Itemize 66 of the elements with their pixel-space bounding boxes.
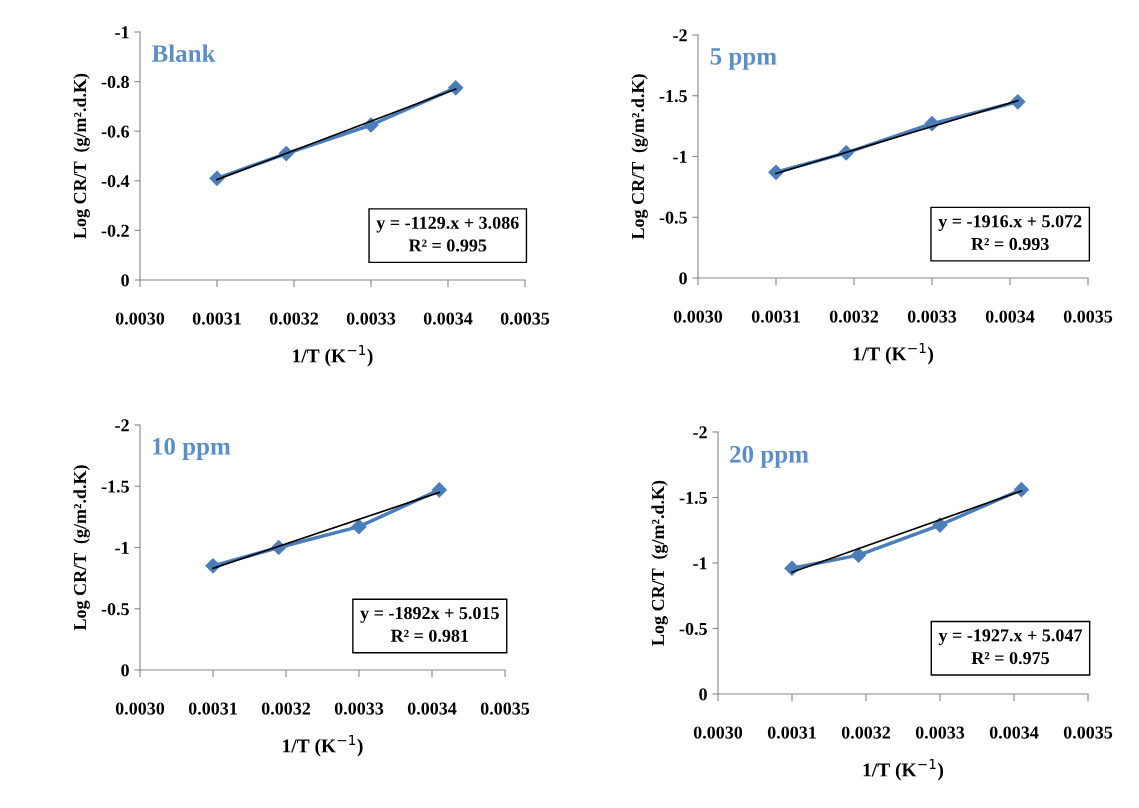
annotation: 5 ppm <box>710 48 777 70</box>
x-tick-label: 0.0032 <box>841 726 891 739</box>
y-tick-label: -1 <box>673 150 687 163</box>
y-tick-label: -0.2 <box>101 224 129 237</box>
point <box>448 80 464 96</box>
y-tick-label: -1 <box>693 557 707 570</box>
y-tick-label: -0.5 <box>101 603 129 616</box>
y-tick-label: -0.6 <box>101 125 130 138</box>
annotation: y = -1892x + 5.015 R² = 0.981 <box>360 606 499 642</box>
x-tick-label: 0.0032 <box>829 310 879 323</box>
annotation: 20 ppm <box>730 445 809 468</box>
y-tick-label: -1.5 <box>101 480 129 493</box>
annotation: Blank <box>151 44 216 62</box>
y-axis-title: Log CR/T (g/m².d.K) <box>631 74 648 240</box>
x-tick-label: 0.0030 <box>115 312 165 325</box>
x-tick-label: 0.0035 <box>480 702 530 715</box>
y-tick-label: 0 <box>679 272 687 285</box>
x-axis-title: 1/T (K$^{−1}$) <box>293 344 373 367</box>
x-tick-label: 0.0030 <box>673 310 723 323</box>
point <box>431 482 447 498</box>
point <box>851 547 867 563</box>
x-axis-title: 1/T (K$^{−1}$) <box>863 758 944 781</box>
y-axis-title: Log CR/T (g/m².d.K) <box>73 465 90 631</box>
y-tick-label: -1.5 <box>679 491 707 505</box>
y-axis-title: Log CR/T (g/m².d.K) <box>651 480 668 646</box>
annotation: y = -1927.x + 5.047 R² = 0.975 <box>938 629 1083 665</box>
y-tick-label: -1 <box>115 541 129 554</box>
x-tick-label: 0.0031 <box>751 310 800 323</box>
x-tick-label: 0.0033 <box>334 702 384 715</box>
x-tick-label: 0.0034 <box>989 726 1039 739</box>
x-tick-label: 0.0033 <box>346 312 396 325</box>
x-tick-label: 0.0031 <box>192 312 241 325</box>
x-tick-label: 0.0035 <box>1063 726 1113 739</box>
point <box>784 560 800 576</box>
x-tick-label: 0.0032 <box>269 312 319 325</box>
annotation: 10 ppm <box>152 437 231 460</box>
x-tick-label: 0.0033 <box>907 310 957 323</box>
y-tick-label: -0.4 <box>101 175 130 188</box>
x-tick-label: 0.0030 <box>115 702 165 715</box>
y-tick-label: -2 <box>115 419 129 432</box>
y-tick-label: 0 <box>121 274 129 287</box>
x-tick-label: 0.0035 <box>1063 310 1113 323</box>
y-tick-label: -0.5 <box>679 622 707 636</box>
x-axis-title: 1/T (K$^{−1}$) <box>853 342 934 365</box>
x-axis-title: 1/T (K$^{−1}$) <box>283 734 363 757</box>
x-tick-label: 0.0033 <box>915 726 965 739</box>
y-tick-label: -0.8 <box>101 75 129 89</box>
y-tick-label: -1.5 <box>659 90 687 103</box>
x-tick-label: 0.0034 <box>407 702 457 715</box>
y-axis-title: Log CR/T (g/m².d.K) <box>73 73 90 239</box>
x-tick-label: 0.0032 <box>261 702 311 715</box>
annotation: y = -1916.x + 5.072 R² = 0.993 <box>938 215 1082 251</box>
x-tick-label: 0.0034 <box>423 312 473 325</box>
y-tick-label: -1 <box>115 26 129 39</box>
x-tick-label: 0.0031 <box>188 702 237 715</box>
y-tick-label: -2 <box>693 426 707 439</box>
y-tick-label: -2 <box>673 29 687 42</box>
y-tick-label: 0 <box>699 688 707 701</box>
point <box>351 519 367 535</box>
x-tick-label: 0.0031 <box>767 726 816 739</box>
annotation: y = -1129.x + 3.086 R² = 0.995 <box>376 216 519 252</box>
y-tick-label: -0.5 <box>659 211 687 224</box>
x-tick-label: 0.0030 <box>693 726 743 739</box>
y-tick-label: 0 <box>121 664 129 677</box>
x-tick-label: 0.0034 <box>985 310 1035 323</box>
x-tick-label: 0.0035 <box>500 312 550 325</box>
